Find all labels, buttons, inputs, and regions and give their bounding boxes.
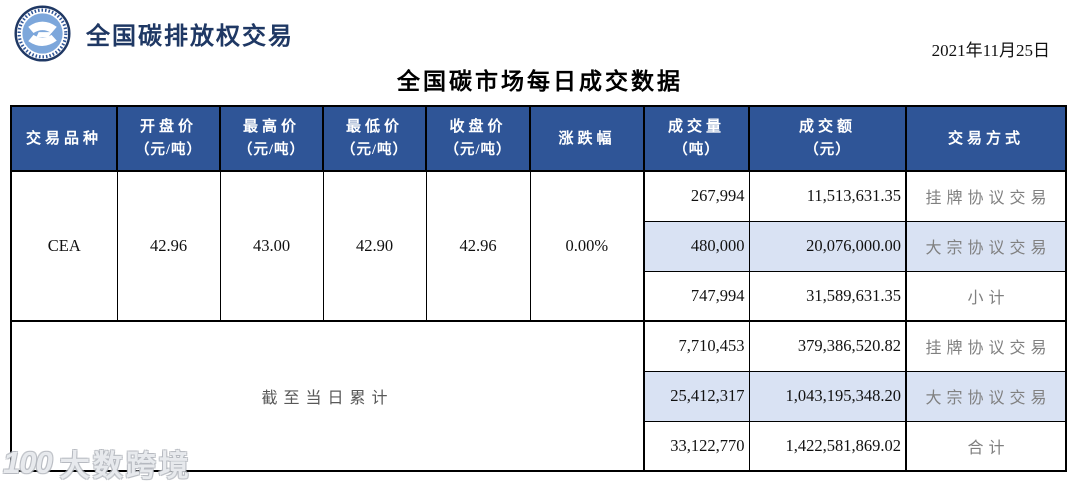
turnover-cell: 31,589,631.35 [748,270,907,322]
header-method: 交易方式 [905,105,1067,172]
cumulative-row-block: 25,412,317 1,043,195,348.20 大宗协议交易 [11,370,1067,422]
page-title: 全国碳市场每日成交数据 [397,69,683,94]
close-price-cell: 42.96 [425,170,531,322]
brand-name: 全国碳排放权交易 [86,23,294,50]
brand-header: 全国碳排放权交易 [14,5,294,62]
method-cell: 大宗协议交易 [905,220,1067,272]
header-close: 收盘价 （元/吨） [425,105,531,172]
header-row: 交易品种 开盘价 （元/吨） 最高价 （元/吨） 最低价 （元/吨） 收盘价 （元/吨）… [10,105,1067,172]
turnover-cell: 1,422,581,869.02 [748,420,907,472]
method-cell: 小计 [905,270,1067,322]
volume-cell: 747,994 [643,270,750,322]
open-price-cell: 42.96 [116,170,221,322]
turnover-cell: 20,076,000.00 [748,220,907,272]
low-price-cell: 42.90 [322,170,427,322]
header-turnover: 成交额 （元） [748,105,907,172]
method-cell: 大宗协议交易 [905,370,1067,422]
daily-row-subtotal: 747,994 31,589,631.35 小计 [11,270,1067,322]
carbon-exchange-logo-icon [14,5,71,62]
volume-cell: 267,994 [643,170,750,222]
report-date: 2021年11月25日 [931,41,1050,60]
header-open: 开盘价 （元/吨） [116,105,221,172]
volume-cell: 25,412,317 [643,370,750,422]
volume-cell: 480,000 [643,220,750,272]
header-volume: 成交量 （吨） [643,105,750,172]
volume-cell: 33,122,770 [643,420,750,472]
cumulative-row-total: 33,122,770 1,422,581,869.02 合计 [11,420,1067,472]
turnover-cell: 379,386,520.82 [748,320,907,372]
method-cell: 合计 [905,420,1067,472]
method-cell: 挂牌协议交易 [905,320,1067,372]
trading-data-table: 交易品种 开盘价 （元/吨） 最高价 （元/吨） 最低价 （元/吨） 收盘价 （元/吨）… [10,105,1067,472]
volume-cell: 7,710,453 [643,320,750,372]
cumulative-row-listed: 截至当日累计 7,710,453 379,386,520.82 挂牌协议交易 [10,320,1067,472]
cumulative-label-cell: 截至当日累计 [10,320,645,472]
turnover-cell: 1,043,195,348.20 [748,370,907,422]
header-low: 最低价 （元/吨） [322,105,427,172]
header-product: 交易品种 [10,105,118,172]
method-cell: 挂牌协议交易 [905,170,1067,222]
product-cell: CEA [10,170,118,322]
high-price-cell: 43.00 [219,170,324,322]
change-cell: 0.00% [529,170,645,322]
turnover-cell: 11,513,631.35 [748,170,907,222]
header-high: 最高价 （元/吨） [219,105,324,172]
header-change: 涨跌幅 [529,105,645,172]
daily-row-block: 480,000 20,076,000.00 大宗协议交易 [11,220,1067,272]
daily-row-listed: CEA 42.96 43.00 42.90 42.96 0.00% 267,99… [10,170,1067,322]
